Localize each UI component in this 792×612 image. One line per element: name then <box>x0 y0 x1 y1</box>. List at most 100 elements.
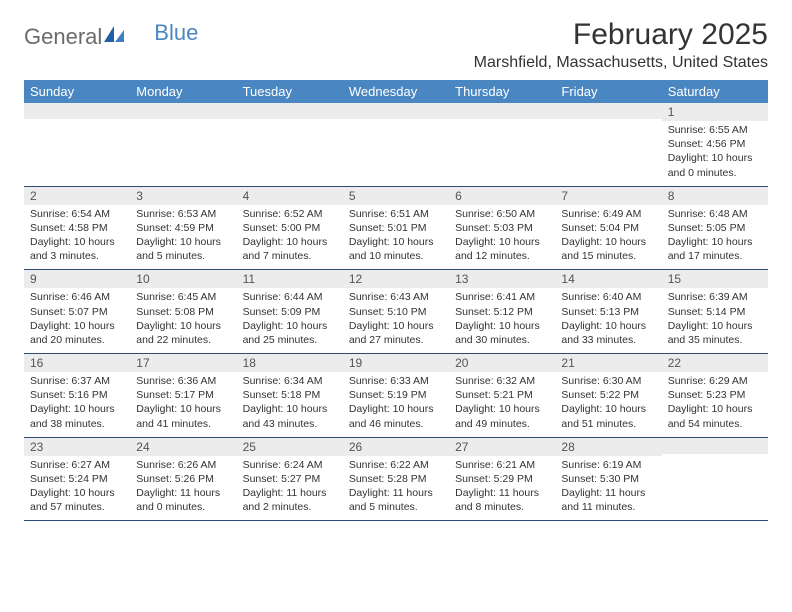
day-line: Daylight: 10 hours and 15 minutes. <box>561 235 655 263</box>
day-line: Sunset: 5:03 PM <box>455 221 549 235</box>
logo: General Blue <box>24 18 198 50</box>
day-line: Sunset: 5:01 PM <box>349 221 443 235</box>
day-line: Sunrise: 6:36 AM <box>136 374 230 388</box>
day-number: 6 <box>449 187 555 205</box>
day-cell: 16 Sunrise: 6:37 AMSunset: 5:16 PMDayligh… <box>24 354 130 438</box>
day-line: Sunrise: 6:26 AM <box>136 458 230 472</box>
day-line: Sunset: 5:16 PM <box>30 388 124 402</box>
day-line: Sunrise: 6:21 AM <box>455 458 549 472</box>
day-line: Daylight: 10 hours and 38 minutes. <box>30 402 124 430</box>
day-line: Sunset: 5:19 PM <box>349 388 443 402</box>
day-number: 21 <box>555 354 661 372</box>
day-line: Sunrise: 6:43 AM <box>349 290 443 304</box>
day-cell <box>662 437 768 521</box>
dow-row: Sunday Monday Tuesday Wednesday Thursday… <box>24 80 768 103</box>
day-line: Daylight: 10 hours and 51 minutes. <box>561 402 655 430</box>
day-line: Sunset: 4:59 PM <box>136 221 230 235</box>
day-line: Daylight: 10 hours and 12 minutes. <box>455 235 549 263</box>
header: General Blue February 2025 Marshfield, M… <box>24 18 768 72</box>
day-number: 18 <box>237 354 343 372</box>
day-line: Sunrise: 6:34 AM <box>243 374 337 388</box>
day-line: Sunrise: 6:33 AM <box>349 374 443 388</box>
day-cell: 28Sunrise: 6:19 AMSunset: 5:30 PMDayligh… <box>555 437 661 521</box>
day-line: Sunrise: 6:39 AM <box>668 290 762 304</box>
day-data: Sunrise: 6:27 AMSunset: 5:24 PMDaylight:… <box>24 456 130 521</box>
day-cell: 24Sunrise: 6:26 AMSunset: 5:26 PMDayligh… <box>130 437 236 521</box>
day-data: Sunrise: 6:46 AMSunset: 5:07 PMDaylight:… <box>24 288 130 353</box>
day-line: Sunset: 5:28 PM <box>349 472 443 486</box>
day-cell <box>130 103 236 186</box>
day-data: Sunrise: 6:36 AMSunset: 5:17 PMDaylight:… <box>130 372 236 437</box>
day-number: 14 <box>555 270 661 288</box>
day-line: Daylight: 10 hours and 0 minutes. <box>668 151 762 179</box>
day-line: Sunset: 5:09 PM <box>243 305 337 319</box>
dow-wednesday: Wednesday <box>343 80 449 103</box>
day-line: Sunrise: 6:44 AM <box>243 290 337 304</box>
day-line: Sunset: 5:29 PM <box>455 472 549 486</box>
day-cell: 15Sunrise: 6:39 AMSunset: 5:14 PMDayligh… <box>662 270 768 354</box>
day-data: Sunrise: 6:24 AMSunset: 5:27 PMDaylight:… <box>237 456 343 521</box>
day-line: Daylight: 10 hours and 3 minutes. <box>30 235 124 263</box>
day-cell: 3Sunrise: 6:53 AMSunset: 4:59 PMDaylight… <box>130 186 236 270</box>
day-line: Sunrise: 6:19 AM <box>561 458 655 472</box>
day-data: Sunrise: 6:21 AMSunset: 5:29 PMDaylight:… <box>449 456 555 521</box>
day-cell: 4Sunrise: 6:52 AMSunset: 5:00 PMDaylight… <box>237 186 343 270</box>
week-row: 23Sunrise: 6:27 AMSunset: 5:24 PMDayligh… <box>24 437 768 521</box>
day-data: Sunrise: 6:41 AMSunset: 5:12 PMDaylight:… <box>449 288 555 353</box>
day-cell: 22Sunrise: 6:29 AMSunset: 5:23 PMDayligh… <box>662 354 768 438</box>
dow-saturday: Saturday <box>662 80 768 103</box>
day-line: Daylight: 10 hours and 27 minutes. <box>349 319 443 347</box>
day-line: Sunset: 5:07 PM <box>30 305 124 319</box>
day-data: Sunrise: 6:44 AMSunset: 5:09 PMDaylight:… <box>237 288 343 353</box>
day-cell <box>237 103 343 186</box>
day-line: Daylight: 10 hours and 46 minutes. <box>349 402 443 430</box>
day-number: 19 <box>343 354 449 372</box>
day-line: Daylight: 10 hours and 54 minutes. <box>668 402 762 430</box>
day-line: Sunset: 5:30 PM <box>561 472 655 486</box>
day-line: Daylight: 10 hours and 43 minutes. <box>243 402 337 430</box>
day-cell: 10Sunrise: 6:45 AMSunset: 5:08 PMDayligh… <box>130 270 236 354</box>
day-data: Sunrise: 6:26 AMSunset: 5:26 PMDaylight:… <box>130 456 236 521</box>
day-number: 8 <box>662 187 768 205</box>
day-cell: 26Sunrise: 6:22 AMSunset: 5:28 PMDayligh… <box>343 437 449 521</box>
week-row: 2Sunrise: 6:54 AMSunset: 4:58 PMDaylight… <box>24 186 768 270</box>
day-cell: 20Sunrise: 6:32 AMSunset: 5:21 PMDayligh… <box>449 354 555 438</box>
day-line: Sunrise: 6:49 AM <box>561 207 655 221</box>
day-data <box>24 119 130 175</box>
day-cell: 27Sunrise: 6:21 AMSunset: 5:29 PMDayligh… <box>449 437 555 521</box>
day-line: Sunset: 5:23 PM <box>668 388 762 402</box>
day-number: 16 <box>24 354 130 372</box>
day-line: Sunset: 5:22 PM <box>561 388 655 402</box>
day-line: Sunrise: 6:46 AM <box>30 290 124 304</box>
day-data: Sunrise: 6:50 AMSunset: 5:03 PMDaylight:… <box>449 205 555 270</box>
day-line: Daylight: 10 hours and 20 minutes. <box>30 319 124 347</box>
location: Marshfield, Massachusetts, United States <box>474 54 768 72</box>
day-line: Sunset: 5:26 PM <box>136 472 230 486</box>
day-cell <box>449 103 555 186</box>
day-cell: 5Sunrise: 6:51 AMSunset: 5:01 PMDaylight… <box>343 186 449 270</box>
day-line: Sunset: 5:18 PM <box>243 388 337 402</box>
day-line: Daylight: 11 hours and 0 minutes. <box>136 486 230 514</box>
day-cell: 8Sunrise: 6:48 AMSunset: 5:05 PMDaylight… <box>662 186 768 270</box>
day-line: Sunrise: 6:48 AM <box>668 207 762 221</box>
day-cell: 19 Sunrise: 6:33 AMSunset: 5:19 PMDayligh… <box>343 354 449 438</box>
day-number: 2 <box>24 187 130 205</box>
day-number: 7 <box>555 187 661 205</box>
day-line: Sunset: 5:05 PM <box>668 221 762 235</box>
day-number: 20 <box>449 354 555 372</box>
day-number: 23 <box>24 438 130 456</box>
day-data: Sunrise: 6:30 AMSunset: 5:22 PMDaylight:… <box>555 372 661 437</box>
logo-sail-icon <box>104 24 126 50</box>
day-cell: 6Sunrise: 6:50 AMSunset: 5:03 PMDaylight… <box>449 186 555 270</box>
day-cell: 18 Sunrise: 6:34 AMSunset: 5:18 PMDayligh… <box>237 354 343 438</box>
day-line: Daylight: 10 hours and 25 minutes. <box>243 319 337 347</box>
day-line: Sunset: 5:21 PM <box>455 388 549 402</box>
day-line: Sunrise: 6:54 AM <box>30 207 124 221</box>
day-line: Sunset: 4:56 PM <box>668 137 762 151</box>
dow-friday: Friday <box>555 80 661 103</box>
day-line: Sunrise: 6:37 AM <box>30 374 124 388</box>
dow-monday: Monday <box>130 80 236 103</box>
day-data: Sunrise: 6:51 AMSunset: 5:01 PMDaylight:… <box>343 205 449 270</box>
week-row: 9Sunrise: 6:46 AMSunset: 5:07 PMDaylight… <box>24 270 768 354</box>
logo-text-blue: Blue <box>154 20 198 46</box>
